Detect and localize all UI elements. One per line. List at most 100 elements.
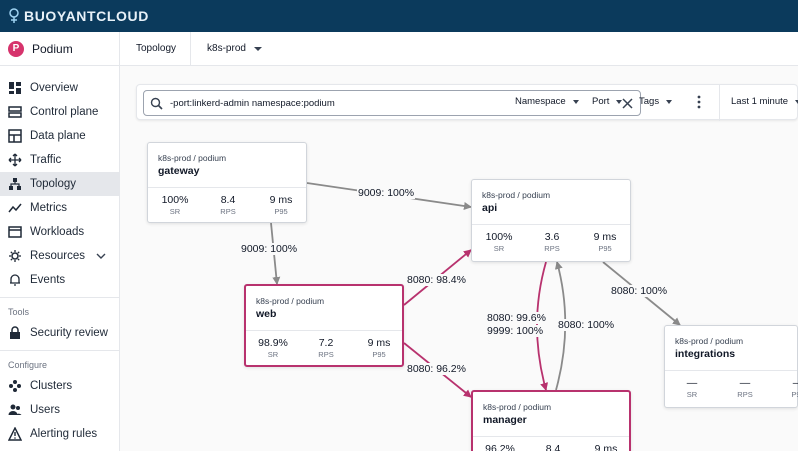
node-integrations[interactable]: k8s-prod / podium integrations — SR — RPS … (664, 325, 798, 408)
node-web[interactable]: k8s-prod / podium web 98.9% SR 7.2 RPS 9 m… (244, 284, 404, 367)
node-namespace: k8s-prod / podium (483, 402, 552, 412)
sidebar-item-topology[interactable]: Topology (0, 172, 119, 196)
metric-p95-value: — (773, 377, 798, 389)
filter-bar: Namespace Port Tags Last 1 minute (136, 84, 798, 121)
caret-down-icon (616, 99, 623, 104)
node-api[interactable]: k8s-prod / podium api 100% SR 3.6 RPS 9 ms… (471, 179, 631, 262)
port-filter-button[interactable]: Port (592, 96, 623, 107)
sidebar-item-metrics[interactable]: Metrics (0, 196, 119, 220)
lock-icon (8, 326, 22, 340)
edge-label-api-manager-2: 9999: 100% (486, 325, 545, 337)
node-name: integrations (675, 348, 736, 360)
metric-rps-value: 3.6 (544, 231, 560, 243)
traffic-icon (8, 153, 22, 167)
node-metrics: 100% SR 8.4 RPS 9 ms P95 (148, 187, 306, 216)
sidebar-item-label: Resources (30, 250, 85, 262)
edge-label-gateway-api: 9009: 100% (357, 187, 416, 199)
sidebar-item-label: Traffic (30, 154, 62, 166)
clusters-icon (8, 379, 22, 393)
node-namespace: k8s-prod / podium (256, 296, 325, 306)
sidebar-item-label: Clusters (30, 380, 73, 392)
control-plane-icon (8, 105, 22, 119)
metric-sr-label: SR (493, 244, 505, 253)
metric-p95-value: 9 ms (593, 231, 617, 243)
time-range-value: Last 1 minute (731, 96, 789, 107)
org-switcher[interactable]: P Podium (0, 32, 119, 66)
metric-sr-value: — (686, 377, 698, 389)
node-namespace: k8s-prod / podium (158, 153, 227, 163)
edge-label-web-api: 8080: 98.4% (406, 274, 467, 286)
org-logo: P (8, 40, 24, 57)
metric-rps-label: RPS (737, 390, 753, 399)
alert-icon (8, 427, 22, 441)
sidebar-item-resources[interactable]: Resources (0, 244, 119, 268)
divider (0, 297, 119, 298)
tags-filter-button[interactable]: Tags (639, 96, 673, 107)
sidebar-item-label: Overview (30, 82, 78, 94)
caret-down-icon (253, 46, 262, 51)
time-range-select[interactable]: Last 1 minute (731, 96, 798, 107)
chevron-down-icon[interactable] (95, 250, 107, 262)
sidebar-item-overview[interactable]: Overview (0, 76, 119, 100)
sidebar-item-data-plane[interactable]: Data plane (0, 124, 119, 148)
divider (190, 31, 192, 66)
data-plane-icon (8, 129, 22, 143)
edge-label-manager-api: 8080: 100% (557, 319, 616, 331)
top-bar: BUOYANTCLOUD (0, 0, 798, 32)
caret-down-icon (572, 99, 579, 104)
sidebar-item-label: Users (30, 404, 61, 416)
sidebar-item-users[interactable]: Users (0, 398, 119, 422)
sidebar-item-clusters[interactable]: Clusters (0, 374, 119, 398)
metric-sr-value: 100% (485, 231, 513, 243)
metric-rps-value: 8.4 (545, 443, 561, 451)
metric-p95-label: P95 (274, 207, 288, 216)
node-metrics: 98.9% SR 7.2 RPS 9 ms P95 (246, 330, 402, 359)
sidebar-item-security-review[interactable]: Security review (0, 321, 119, 345)
metric-p95-label: P95 (791, 390, 798, 399)
sidebar-item-control-plane[interactable]: Control plane (0, 100, 119, 124)
section-label-tools: Tools (8, 307, 30, 317)
metric-sr-label: SR (686, 390, 698, 399)
metric-sr-label: SR (169, 207, 181, 216)
divider (719, 85, 720, 121)
cluster-select-value: k8s-prod (207, 43, 246, 54)
metric-p95-value: 9 ms (269, 194, 293, 206)
namespace-filter-button[interactable]: Namespace (515, 96, 579, 107)
search-icon (150, 97, 163, 110)
section-label-configure: Configure (8, 360, 48, 370)
metric-p95-label: P95 (372, 350, 386, 359)
metric-sr-value: 96.2% (485, 443, 515, 451)
node-manager[interactable]: k8s-prod / podium manager 96.2%SR 8.4RPS… (471, 390, 631, 451)
bell-icon (8, 273, 22, 287)
brand-name[interactable]: BUOYANTCLOUD (24, 8, 149, 24)
close-icon[interactable] (621, 97, 634, 110)
cluster-select[interactable]: k8s-prod (207, 43, 262, 54)
metric-p95-label: P95 (598, 244, 612, 253)
page-header: Topology k8s-prod (120, 31, 798, 66)
buoy-logo-icon (9, 8, 19, 23)
edge-label-api-manager: 8080: 99.6% (486, 312, 547, 324)
sidebar-item-events[interactable]: Events (0, 268, 119, 292)
sidebar-item-label: Topology (30, 178, 77, 190)
metric-rps-value: — (739, 377, 751, 389)
node-namespace: k8s-prod / podium (482, 190, 551, 200)
node-namespace: k8s-prod / podium (675, 336, 744, 346)
search-input[interactable] (170, 95, 610, 111)
node-name: web (256, 308, 277, 320)
caret-down-icon (795, 99, 798, 104)
metrics-icon (8, 201, 22, 215)
node-name: gateway (158, 165, 200, 177)
sidebar-item-label: Metrics (30, 202, 68, 214)
metric-sr-label: SR (267, 350, 279, 359)
node-name: manager (483, 414, 527, 426)
node-gateway[interactable]: k8s-prod / podium gateway 100% SR 8.4 RPS … (147, 142, 307, 223)
search-box[interactable] (143, 90, 641, 116)
org-name: Podium (32, 41, 73, 56)
sidebar-item-label: Control plane (30, 106, 99, 118)
more-options-icon[interactable] (697, 95, 701, 109)
sidebar-item-alerting-rules[interactable]: Alerting rules (0, 422, 119, 446)
edge-label-api-integrations: 8080: 100% (610, 285, 669, 297)
sidebar-item-workloads[interactable]: Workloads (0, 220, 119, 244)
sidebar-item-traffic[interactable]: Traffic (0, 148, 119, 172)
